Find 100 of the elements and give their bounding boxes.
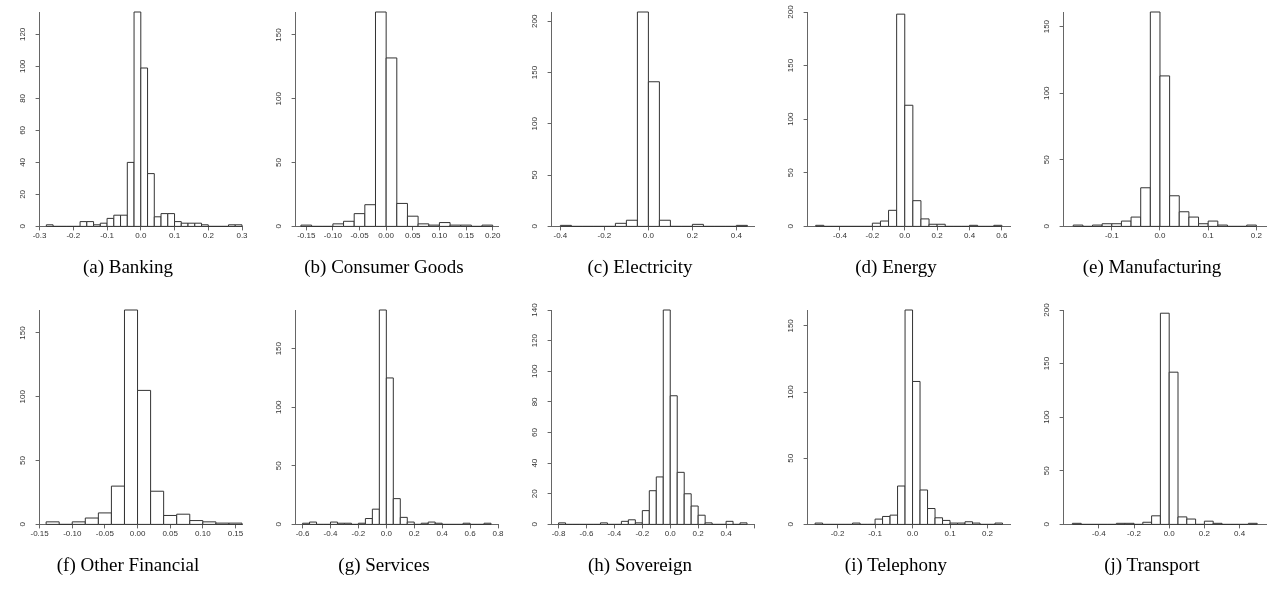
x-tick-label: 0.2 [202,230,215,240]
x-tick-label: 0.00 [129,528,146,538]
x-tick-label: 0.0 [899,230,911,240]
text: (f) Other Financial [56,553,200,576]
y-tick-label: 40 [530,457,540,468]
y-tick-label: 80 [18,93,28,103]
y-tick-label: 200 [1042,302,1052,317]
y-tick-label: 40 [18,157,28,167]
y-tick-label: 100 [1042,86,1052,100]
x-tick-label: -0.05 [350,230,370,240]
x-tick-label: 0.2 [692,528,705,538]
x-tick-label: 0.6 [464,528,477,538]
x-tick-label: 0.1 [1202,230,1215,240]
x-tick-label: -0.2 [597,230,612,240]
y-tick-label: 140 [530,302,540,317]
x-tick-label: 0.4 [720,528,733,538]
text: (i) Telephony [844,553,948,576]
y-tick-label: 100 [1042,409,1052,424]
x-tick-label: 0.0 [664,528,677,538]
x-tick-label: 0.10 [431,230,448,240]
x-tick-label: -0.2 [635,528,650,538]
y-tick-label: 50 [274,157,284,168]
x-tick-label: -0.4 [1091,528,1107,538]
y-tick-label: 50 [274,460,284,470]
x-tick-label: -0.8 [551,528,567,538]
y-tick-label: 0 [18,521,28,527]
text: (h) Sovereign [588,553,692,576]
y-tick-label: 50 [1042,154,1052,165]
y-tick-label: 100 [18,389,28,403]
x-tick-label: 0.20 [484,230,502,240]
x-tick-label: -0.15 [297,230,316,240]
x-tick-label: -0.10 [323,230,343,240]
y-tick-label: 150 [786,318,796,333]
text: (e) Manufacturing [1082,256,1222,278]
x-tick-label: 0.0 [1163,528,1176,538]
x-tick-label: 0.15 [227,528,244,538]
x-tick-label: 0.4 [963,230,976,240]
y-tick-label: 150 [530,65,540,80]
x-tick-label: 0.4 [1234,528,1246,538]
x-tick-label: 0.0 [1154,230,1167,240]
x-tick-label: -0.6 [579,528,594,538]
y-tick-label: 150 [1042,355,1052,370]
x-tick-label: 0.0 [642,230,655,240]
x-tick-label: -0.2 [865,230,880,240]
y-tick-label: 100 [530,363,540,378]
y-tick-label: 150 [786,58,796,73]
y-tick-label: 100 [274,399,284,414]
x-tick-label: -0.1 [868,528,883,538]
x-tick-label: 0.05 [162,528,179,538]
x-tick-label: 0.15 [458,230,475,240]
y-tick-label: 150 [274,27,284,42]
y-tick-label: 150 [1042,19,1052,34]
x-tick-label: -0.4 [833,230,848,240]
y-tick-label: 100 [786,384,796,399]
text: (d) Energy [855,256,937,278]
y-tick-label: 100 [274,91,284,106]
y-tick-label: 60 [18,125,28,135]
y-tick-label: 60 [530,427,540,437]
y-tick-label: 0 [786,223,796,229]
y-tick-label: 20 [18,189,28,199]
y-tick-label: 50 [530,170,540,180]
text: (b) Consumer Goods [304,256,464,278]
x-tick-label: 0.0 [380,528,393,538]
text: (c) Electricity [587,256,693,278]
y-tick-label: 50 [18,455,28,465]
y-tick-label: 200 [786,4,796,19]
x-tick-label: 0.10 [195,528,212,538]
y-tick-label: 0 [274,521,284,527]
x-tick-label: -0.10 [63,528,82,538]
x-tick-label: -0.2 [1127,528,1142,538]
y-tick-label: 0 [18,223,28,229]
y-tick-label: 200 [530,14,540,28]
y-tick-label: 120 [18,27,28,42]
x-tick-label: -0.3 [32,230,48,240]
y-tick-label: 0 [1042,223,1052,229]
y-tick-label: 20 [530,488,540,498]
x-tick-label: 0.4 [730,230,743,240]
x-tick-label: -0.2 [830,528,846,538]
x-tick-label: 0.3 [236,230,249,240]
y-tick-label: 100 [18,59,28,74]
y-tick-label: 150 [274,340,284,355]
x-tick-label: 0.0 [135,230,147,240]
x-tick-label: 0.1 [168,230,181,240]
x-tick-label: -0.4 [607,528,622,538]
y-tick-label: 50 [1042,465,1052,475]
x-tick-label: -0.2 [66,230,81,240]
text: (a) Banking [82,256,174,278]
x-tick-label: -0.05 [95,528,115,538]
x-tick-label: 0.6 [996,230,1009,240]
y-tick-label: 120 [530,332,540,347]
x-tick-label: 0.2 [1250,230,1263,240]
x-tick-label: -0.6 [295,528,311,538]
y-tick-label: 0 [1042,521,1052,527]
x-tick-label: 0.05 [404,230,422,240]
x-tick-label: 0.2 [1198,528,1211,538]
x-tick-label: 0.2 [931,230,944,240]
x-tick-label: 0.2 [981,528,994,538]
y-tick-label: 50 [786,452,796,463]
y-tick-label: 100 [530,116,540,131]
x-tick-label: 0.1 [944,528,957,538]
